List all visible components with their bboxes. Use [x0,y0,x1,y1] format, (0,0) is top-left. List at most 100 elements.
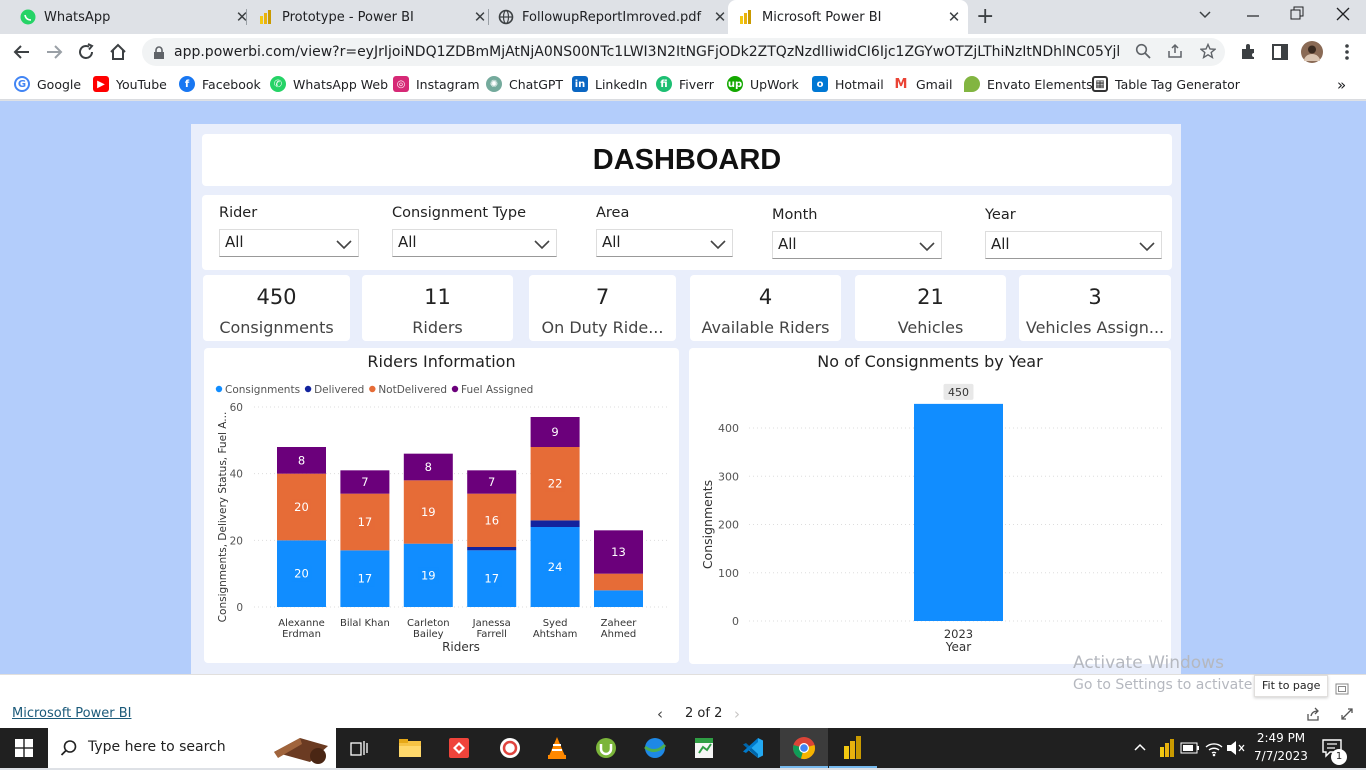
bookmark-star-icon[interactable] [1199,42,1217,63]
utorrent-icon[interactable] [594,736,618,760]
bookmark-envato[interactable]: ​ Envato Elements [964,76,1093,92]
bookmark-instagram[interactable]: ◎ Instagram [393,76,480,92]
x-tick-label: Bailey [413,629,444,640]
fit-to-page-icon[interactable] [1335,680,1349,699]
riders-information-chart[interactable]: Riders Information Consignments Delivered… [204,348,679,663]
bookmark-fiverr[interactable]: fi Fiverr [656,76,714,92]
extensions-icon[interactable] [1236,40,1260,64]
bookmark-google[interactable]: G Google [14,76,81,92]
y-tick-label: 0 [732,615,739,628]
x-tick-label: Alexanne [278,618,324,629]
year-dropdown[interactable]: All [985,231,1162,259]
clock-time[interactable]: 2:49 PM [1256,731,1306,745]
kpi-vehicles-assigned[interactable]: 3 Vehicles Assign... [1019,275,1171,341]
anydesk-icon[interactable] [447,736,471,760]
bookmark-whatsapp-web[interactable]: ✆ WhatsApp Web [270,76,388,92]
minimize-icon[interactable] [1246,4,1260,28]
bar-segment [467,547,517,551]
kpi-value: 11 [424,285,451,309]
tab-followup-pdf[interactable]: FollowupReportImroved.pdf ✕ [490,0,728,34]
show-hidden-icons[interactable] [1133,738,1147,762]
bookmark-facebook[interactable]: f Facebook [179,76,261,92]
bookmark-upwork[interactable]: up UpWork [727,76,799,92]
bookmark-label: UpWork [750,76,799,92]
sidepanel-icon[interactable] [1268,40,1292,64]
close-icon[interactable]: ✕ [235,8,249,26]
kpi-label: On Duty Ride... [541,318,664,337]
omnibox[interactable]: app.powerbi.com/view?r=eyJrIjoiNDQ1ZDBmM… [142,38,1225,66]
dropdown-value: All [398,233,417,251]
dropdown-value: All [991,235,1010,253]
kpi-riders[interactable]: 11 Riders [362,275,513,341]
consignments-by-year-chart[interactable]: No of Consignments by Year 0 100 200 300 400… [689,348,1171,664]
address-toolbar: app.powerbi.com/view?r=eyJrIjoiNDQ1ZDBmM… [0,34,1366,70]
forward-icon[interactable] [42,40,66,64]
app-circle-icon[interactable] [498,736,522,760]
bookmark-gmail[interactable]: M Gmail [893,76,952,92]
chevron-down-icon [534,240,550,250]
fullscreen-icon[interactable] [1340,706,1354,725]
kpi-available-riders[interactable]: 4 Available Riders [690,275,841,341]
prev-page-icon[interactable]: ‹ [657,705,663,723]
tab-microsoft-powerbi[interactable]: Microsoft Power BI ✕ [728,0,968,34]
close-icon[interactable]: ✕ [713,8,727,26]
bookmarks-overflow-icon[interactable]: » [1337,76,1347,94]
bookmark-linkedin[interactable]: in LinkedIn [572,76,647,92]
avatar[interactable] [1300,40,1324,64]
notification-icon[interactable] [1320,736,1344,760]
tab-search-chevron-icon[interactable] [1198,4,1212,28]
restore-icon[interactable] [1290,4,1304,28]
close-window-icon[interactable] [1336,4,1350,28]
microsoft-powerbi-link[interactable]: Microsoft Power BI [12,706,132,721]
taskbar-search-box[interactable]: Type here to search [48,728,336,768]
menu-dots-icon[interactable] [1335,40,1359,64]
bookmark-hotmail[interactable]: o Hotmail [812,76,884,92]
bar-segment [403,453,453,481]
home-icon[interactable] [106,40,130,64]
url-text[interactable]: app.powerbi.com/view?r=eyJrIjoiNDQ1ZDBmM… [174,44,1119,60]
data-label-bg [481,512,502,529]
task-view-icon[interactable] [347,736,371,760]
close-icon[interactable]: ✕ [947,8,961,26]
facebook-icon: f [179,76,195,92]
kpi-on-duty-riders[interactable]: 7 On Duty Ride... [529,275,676,341]
zoom-icon[interactable] [1135,43,1151,63]
volume-mute-icon[interactable] [1224,736,1248,760]
area-dropdown[interactable]: All [596,229,733,257]
windows-taskbar: Type here to search 2:49 PM 7/7/2023 1 [0,728,1366,768]
next-page-icon[interactable]: › [734,705,740,723]
tab-prototype-powerbi[interactable]: Prototype - Power BI ✕ [250,0,488,34]
share-report-icon[interactable] [1306,706,1320,725]
close-icon[interactable]: ✕ [473,8,487,26]
bookmark-chatgpt[interactable]: ✺ ChatGPT [486,76,563,92]
y-axis-title: Consignments, Delivery Status, Fuel A... [217,412,229,623]
rider-dropdown[interactable]: All [219,229,359,257]
chrome-taskbar-button[interactable] [780,728,828,768]
wifi-icon[interactable] [1202,736,1226,760]
vscode-icon[interactable] [741,736,765,760]
kpi-vehicles[interactable]: 21 Vehicles [855,275,1006,341]
month-dropdown[interactable]: All [772,231,942,259]
legend-marker [215,385,223,393]
consignment-type-dropdown[interactable]: All [392,229,557,257]
idm-icon[interactable] [643,736,667,760]
y-tick-label: 100 [718,567,739,580]
powerbi-taskbar-button[interactable] [829,728,877,768]
file-explorer-icon[interactable] [398,736,422,760]
reload-icon[interactable] [74,40,98,64]
bookmark-label: Facebook [202,76,261,92]
clock-date[interactable]: 7/7/2023 [1254,749,1308,763]
bookmark-youtube[interactable]: ▶ YouTube [93,76,167,92]
vlc-icon[interactable] [545,736,569,760]
powerbi-tray-icon[interactable] [1155,736,1179,760]
spreadsheet-app-icon[interactable] [692,736,716,760]
windows-start-icon[interactable] [12,736,36,760]
share-icon[interactable] [1167,43,1183,63]
bookmark-table-tag-generator[interactable]: ▦ Table Tag Generator [1092,76,1240,92]
powerbi-status-bar: Go to Settings to activate Windows. Fit … [0,674,1366,728]
kpi-consignments[interactable]: 450 Consignments [203,275,350,341]
kpi-value: 450 [256,285,297,309]
tab-whatsapp[interactable]: WhatsApp ✕ [10,0,250,34]
back-icon[interactable] [10,40,34,64]
new-tab-button[interactable]: + [976,4,995,29]
